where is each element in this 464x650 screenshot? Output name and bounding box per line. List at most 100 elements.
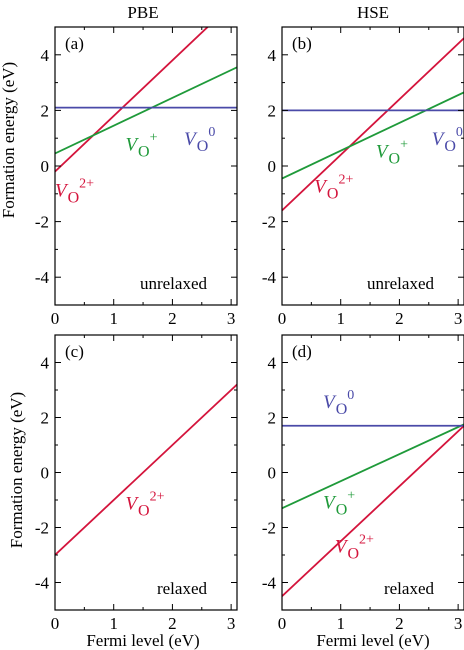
species-label-b-2: VO0 [432,125,463,155]
x-axis-label-left: Fermi level (eV) [86,631,199,650]
species-superscript: 2+ [359,532,374,547]
y-tick-label-d-2: 0 [268,464,277,483]
series-line-d-0 [282,425,464,597]
y-tick-label-b-0: 4 [268,46,277,65]
species-base: V [432,129,446,150]
species-subscript: O [336,501,348,518]
species-label-a-0: VO2+ [55,177,94,207]
species-label-a-2: VO0 [184,125,215,155]
column-title-pbe: PBE [127,3,158,22]
x-tick-label-d-3: 3 [454,614,463,633]
species-base: V [125,135,139,156]
y-tick-label-d-0: 4 [268,354,277,373]
y-tick-label-d-4: -4 [262,574,277,593]
plot-frame-c [54,334,238,611]
panel-c: 0 1 2 3 4 2 0 -2 -4 (c) relaxed VO2+ [35,334,238,633]
x-tick-label-b-2: 2 [395,309,404,328]
species-subscript: O [327,185,339,202]
species-base: V [323,492,337,513]
y-tick-label-d-1: 2 [268,409,277,428]
species-subscript: O [347,545,359,562]
species-label-c-0: VO2+ [125,490,164,520]
panel-label-a: (a) [65,34,84,53]
species-superscript: 0 [208,125,215,140]
species-label-b-1: VO+ [376,138,408,168]
x-tick-label-c-2: 2 [168,614,177,633]
y-tick-label-a-1: 2 [41,101,50,120]
species-superscript: + [150,131,158,146]
species-subscript: O [197,138,209,155]
species-subscript: O [389,151,401,168]
species-superscript: 2+ [338,172,353,187]
status-label-c: relaxed [157,579,208,598]
y-tick-label-a-3: -2 [35,213,49,232]
series-line-c-0 [55,383,237,556]
status-label-a: unrelaxed [140,274,208,293]
y-tick-label-a-2: 0 [41,157,50,176]
x-tick-label-a-3: 3 [227,309,236,328]
x-tick-label-b-0: 0 [278,309,287,328]
series-line-a-1 [55,66,237,155]
x-tick-label-c-3: 3 [227,614,236,633]
species-label-d-2: VO2+ [335,532,374,562]
species-superscript: 0 [456,125,463,140]
y-tick-label-a-0: 4 [41,46,50,65]
x-axis-label-right: Fermi level (eV) [316,631,429,650]
species-label-a-1: VO+ [125,131,157,161]
y-tick-label-b-2: 0 [268,157,277,176]
y-tick-label-b-4: -4 [262,268,277,287]
status-label-b: unrelaxed [367,274,435,293]
y-tick-label-d-3: -2 [262,519,276,538]
y-tick-label-c-2: 0 [41,464,50,483]
species-base: V [323,392,337,413]
series-line-d-1 [282,423,464,510]
species-superscript: 2+ [150,490,165,505]
x-tick-label-d-1: 1 [336,614,345,633]
panel-label-d: (d) [292,342,312,361]
y-axis-label-bottom: Formation energy (eV) [7,392,26,548]
species-base: V [125,494,139,515]
species-base: V [314,176,328,197]
plot-frame-a [54,26,238,306]
species-superscript: + [347,488,355,503]
panel-label-b: (b) [292,34,312,53]
x-tick-label-b-1: 1 [336,309,345,328]
x-tick-label-b-3: 3 [454,309,463,328]
species-label-d-1: VO+ [323,488,355,518]
y-tick-label-b-3: -2 [262,213,276,232]
species-label-b-0: VO2+ [314,172,353,202]
y-tick-label-c-4: -4 [35,574,50,593]
species-label-d-0: VO0 [323,388,354,418]
series-line-a-0 [55,27,209,173]
y-tick-label-b-1: 2 [268,101,277,120]
x-tick-label-a-2: 2 [168,309,177,328]
panel-label-c: (c) [65,342,84,361]
species-subscript: O [68,190,80,207]
species-subscript: O [138,503,150,520]
species-superscript: 2+ [79,177,94,192]
plot-frame-d [281,334,464,611]
x-tick-label-c-1: 1 [109,614,118,633]
y-tick-label-c-3: -2 [35,519,49,538]
species-base: V [376,142,390,163]
y-tick-label-c-1: 2 [41,409,50,428]
y-tick-label-c-0: 4 [41,354,50,373]
species-subscript: O [444,138,456,155]
series-line-b-0 [282,37,464,212]
column-title-hse: HSE [357,3,389,22]
status-label-d: relaxed [384,579,435,598]
species-base: V [184,129,198,150]
species-superscript: + [400,138,408,153]
species-subscript: O [336,401,348,418]
x-tick-label-d-2: 2 [395,614,404,633]
x-tick-label-d-0: 0 [278,614,287,633]
x-tick-label-a-0: 0 [51,309,60,328]
series-line-b-1 [282,91,464,180]
species-base: V [55,181,69,202]
species-superscript: 0 [347,388,354,403]
x-tick-label-c-0: 0 [51,614,60,633]
species-base: V [335,536,349,557]
